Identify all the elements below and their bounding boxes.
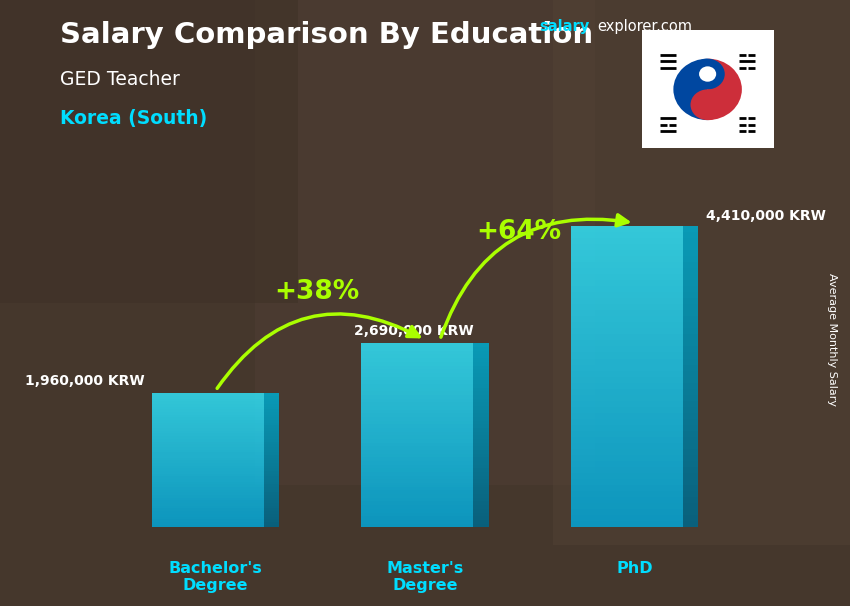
Text: Average Monthly Salary: Average Monthly Salary bbox=[827, 273, 837, 406]
Circle shape bbox=[673, 59, 742, 120]
Bar bbox=[552, 0, 850, 545]
Text: +64%: +64% bbox=[476, 219, 561, 245]
Circle shape bbox=[699, 97, 717, 113]
Bar bbox=[0, 0, 298, 303]
Text: GED Teacher: GED Teacher bbox=[60, 70, 179, 88]
Circle shape bbox=[690, 89, 725, 120]
Wedge shape bbox=[707, 59, 742, 120]
Text: Salary Comparison By Education: Salary Comparison By Education bbox=[60, 21, 592, 49]
Text: 4,410,000 KRW: 4,410,000 KRW bbox=[706, 209, 825, 223]
Text: Korea (South): Korea (South) bbox=[60, 109, 207, 128]
Wedge shape bbox=[673, 59, 707, 120]
Text: explorer.com: explorer.com bbox=[598, 19, 693, 35]
Text: PhD: PhD bbox=[616, 561, 653, 576]
Text: 1,960,000 KRW: 1,960,000 KRW bbox=[25, 374, 144, 388]
Text: +38%: +38% bbox=[274, 279, 360, 305]
Circle shape bbox=[690, 59, 725, 89]
FancyBboxPatch shape bbox=[639, 28, 776, 151]
Text: Master's
Degree: Master's Degree bbox=[387, 561, 463, 593]
Text: Bachelor's
Degree: Bachelor's Degree bbox=[168, 561, 263, 593]
Circle shape bbox=[699, 66, 717, 82]
Text: 2,690,000 KRW: 2,690,000 KRW bbox=[354, 324, 473, 338]
Text: salary: salary bbox=[540, 19, 590, 35]
Bar bbox=[255, 0, 595, 485]
